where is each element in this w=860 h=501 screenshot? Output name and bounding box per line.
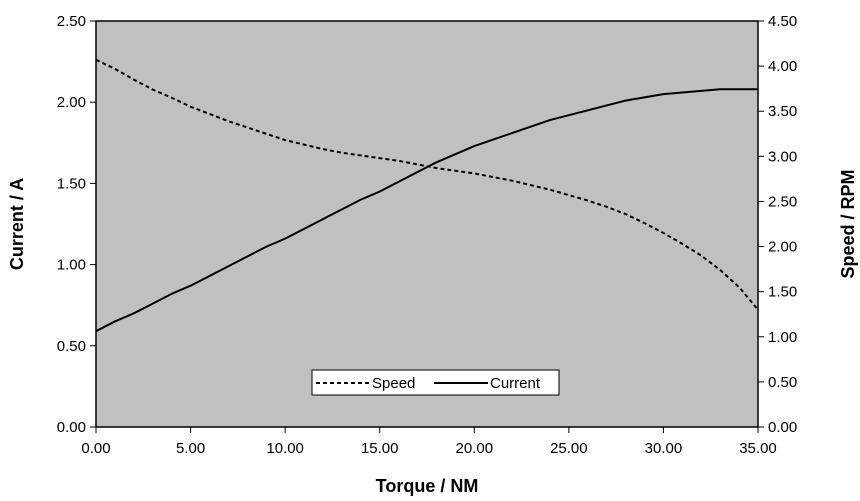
- y-right-tick-label: 4.50: [768, 13, 797, 30]
- x-tick-label: 0.00: [81, 440, 110, 457]
- y-right-tick-label: 1.00: [768, 329, 797, 346]
- y-left-tick-label: 0.00: [57, 419, 86, 436]
- x-tick-label: 30.00: [645, 440, 683, 457]
- y-left-tick-label: 1.50: [57, 175, 86, 192]
- legend-label-speed: Speed: [372, 375, 415, 392]
- x-axis-title: Torque / NM: [376, 476, 479, 496]
- x-tick-label: 35.00: [739, 440, 777, 457]
- legend: Speed Current: [311, 369, 560, 396]
- y-left-tick-label: 2.00: [57, 94, 86, 111]
- x-tick-label: 10.00: [266, 440, 304, 457]
- y-right-tick-label: 4.00: [768, 58, 797, 75]
- y-right-tick-label: 3.00: [768, 148, 797, 165]
- y-right-tick-label: 2.00: [768, 239, 797, 256]
- legend-label-current: Current: [490, 375, 541, 392]
- plot-area: [95, 20, 759, 428]
- y-right-tick-label: 2.50: [768, 193, 797, 210]
- y-left-tick-label: 0.50: [57, 338, 86, 355]
- y-axis-right: 0.00 0.50 1.00 1.50 2.00 2.50 3.00 3.50 4.00 4.50: [758, 13, 797, 436]
- y-left-tick-label: 2.50: [57, 13, 86, 30]
- y-left-tick-label: 1.00: [57, 257, 86, 274]
- series-layer: [95, 58, 759, 333]
- y-axis-left-title: Current / A: [7, 178, 27, 270]
- y-axis-right-title: Speed / RPM: [838, 169, 858, 278]
- y-right-tick-label: 3.50: [768, 103, 797, 120]
- y-axis-left: 0.00 0.50 1.00 1.50 2.00 2.50: [57, 13, 96, 436]
- x-axis: 0.00 5.00 10.00 15.00 20.00 25.00 30.00 35.00: [81, 427, 777, 457]
- x-tick-label: 5.00: [176, 440, 205, 457]
- y-right-tick-label: 1.50: [768, 284, 797, 301]
- x-tick-label: 15.00: [361, 440, 399, 457]
- x-tick-label: 20.00: [456, 440, 494, 457]
- y-right-tick-label: 0.00: [768, 419, 797, 436]
- series-line-current: [95, 88, 758, 333]
- x-tick-label: 25.00: [550, 440, 588, 457]
- y-right-tick-label: 0.50: [768, 374, 797, 391]
